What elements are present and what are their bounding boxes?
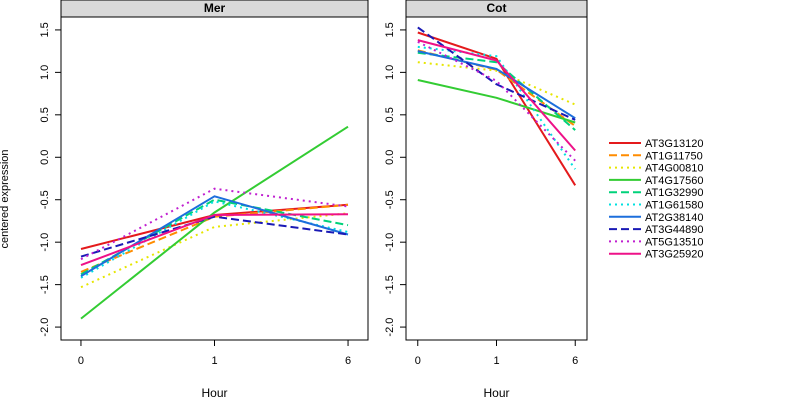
x-tick-label: 0 [78,355,84,367]
y-tick-label: -2.0 [39,318,51,337]
x-tick-label: 6 [572,355,578,367]
legend-label: AT2G38140 [645,212,704,224]
panel-cot: Cot -2.0 -1.5 -1.0 -0.5 0.0 0.5 1.0 1.5 0 1 6 Hour [384,0,588,400]
x-tick-label: 1 [493,355,499,367]
y-tick-label: 0.5 [39,107,51,122]
y-axis-label: centered expression [0,149,11,248]
legend-label: AT4G17560 [645,175,704,187]
panel-mer: Mer -2.0 -1.5 -1.0 -0.5 0.0 0.5 1.0 1.5 0 1 6 Hour [39,0,369,400]
series-line-at2g38140 [417,50,576,120]
x-axis-label: Hour [483,386,509,400]
legend-label: AT1G32990 [645,187,704,199]
legend-label: AT3G13120 [645,138,704,150]
y-tick-label: -1.5 [384,275,396,294]
y-tick-label: -0.5 [39,190,51,209]
series-line-at3g44890 [80,215,349,258]
y-tick-label: -1.0 [384,233,396,252]
series-line-at3g25920 [80,213,349,267]
series-line-at5g13510 [80,187,349,261]
x-tick-label: 6 [345,355,351,367]
x-tick-label: 0 [415,355,421,367]
series-line-at1g61580 [417,45,577,170]
series-line-at3g13120 [417,31,577,186]
y-tick-label: 1.0 [39,65,51,80]
legend-label: AT1G11750 [645,150,703,162]
panel-title: Mer [204,1,226,15]
x-tick-label: 1 [211,355,217,367]
y-tick-label: -2.0 [384,318,396,337]
y-tick-label: 1.5 [384,22,396,37]
y-tick-label: 0.0 [39,150,51,165]
legend-label: AT3G25920 [645,249,704,261]
series-line-at4g00810 [417,61,576,106]
series-line-at4g17560 [80,125,349,320]
legend-label: AT3G44890 [645,224,704,236]
series-line-at3g25920 [417,39,576,152]
plot-frame [60,16,369,341]
y-tick-label: -0.5 [384,190,396,209]
y-tick-label: 0.0 [384,150,396,165]
legend-label: AT5G13510 [645,236,704,248]
panel-title: Cot [487,1,507,15]
y-tick-label: 0.5 [384,107,396,122]
series-line-at2g38140 [80,195,349,277]
series-line-at1g32990 [417,51,576,131]
series-line-at4g00810 [80,212,349,289]
y-tick-label: 1.5 [39,22,51,37]
series-line-at1g32990 [80,198,349,276]
y-tick-label: 1.0 [384,65,396,80]
legend: AT3G13120AT1G11750AT4G00810AT4G17560AT1G… [609,138,704,261]
plot-frame [405,16,588,341]
series-line-at5g13510 [417,40,576,162]
series-line-at3g44890 [417,26,576,121]
legend-label: AT1G61580 [645,200,704,212]
series-line-at4g17560 [417,79,576,124]
y-tick-label: -1.0 [39,233,51,252]
legend-label: AT4G00810 [645,163,704,175]
x-axis-label: Hour [201,386,227,400]
y-tick-label: -1.5 [39,275,51,294]
